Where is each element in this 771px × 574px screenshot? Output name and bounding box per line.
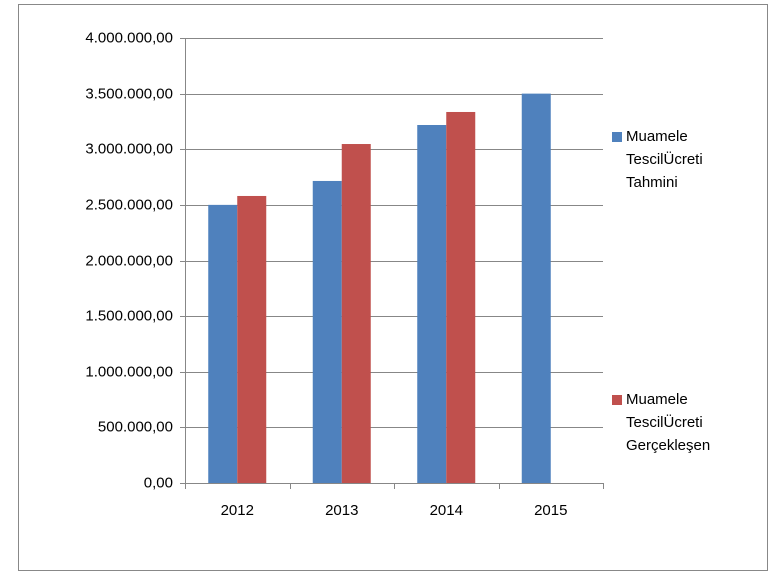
bar bbox=[237, 195, 267, 483]
y-tick-label: 500.000,00 bbox=[98, 418, 173, 435]
y-tick-label: 4.000.000,00 bbox=[85, 29, 173, 46]
bar bbox=[521, 93, 551, 483]
y-tick-label: 0,00 bbox=[144, 474, 173, 491]
legend-swatch bbox=[612, 132, 622, 142]
x-tick-label: 2015 bbox=[534, 502, 567, 519]
x-tick-label: 2012 bbox=[221, 502, 254, 519]
bar bbox=[312, 180, 342, 484]
bar bbox=[341, 144, 371, 484]
bar bbox=[417, 124, 447, 483]
x-tick-label: 2013 bbox=[325, 502, 358, 519]
chart-border bbox=[18, 4, 768, 571]
legend-item: Muamele TescilÜcreti Gerçekleşen bbox=[612, 388, 746, 457]
y-tick-label: 2.000.000,00 bbox=[85, 252, 173, 269]
legend-label: Muamele TescilÜcreti Gerçekleşen bbox=[626, 391, 711, 454]
legend-swatch bbox=[612, 395, 622, 405]
legend-item: Muamele TescilÜcreti Tahmini bbox=[612, 125, 746, 194]
legend-label: Muamele TescilÜcreti Tahmini bbox=[626, 128, 703, 191]
y-tick-label: 2.500.000,00 bbox=[85, 196, 173, 213]
bar bbox=[208, 204, 238, 483]
y-tick-label: 1.000.000,00 bbox=[85, 363, 173, 380]
y-tick-label: 3.000.000,00 bbox=[85, 140, 173, 157]
bar bbox=[446, 111, 476, 483]
y-tick-label: 1.500.000,00 bbox=[85, 307, 173, 324]
x-tick-label: 2014 bbox=[430, 502, 463, 519]
y-tick-label: 3.500.000,00 bbox=[85, 85, 173, 102]
